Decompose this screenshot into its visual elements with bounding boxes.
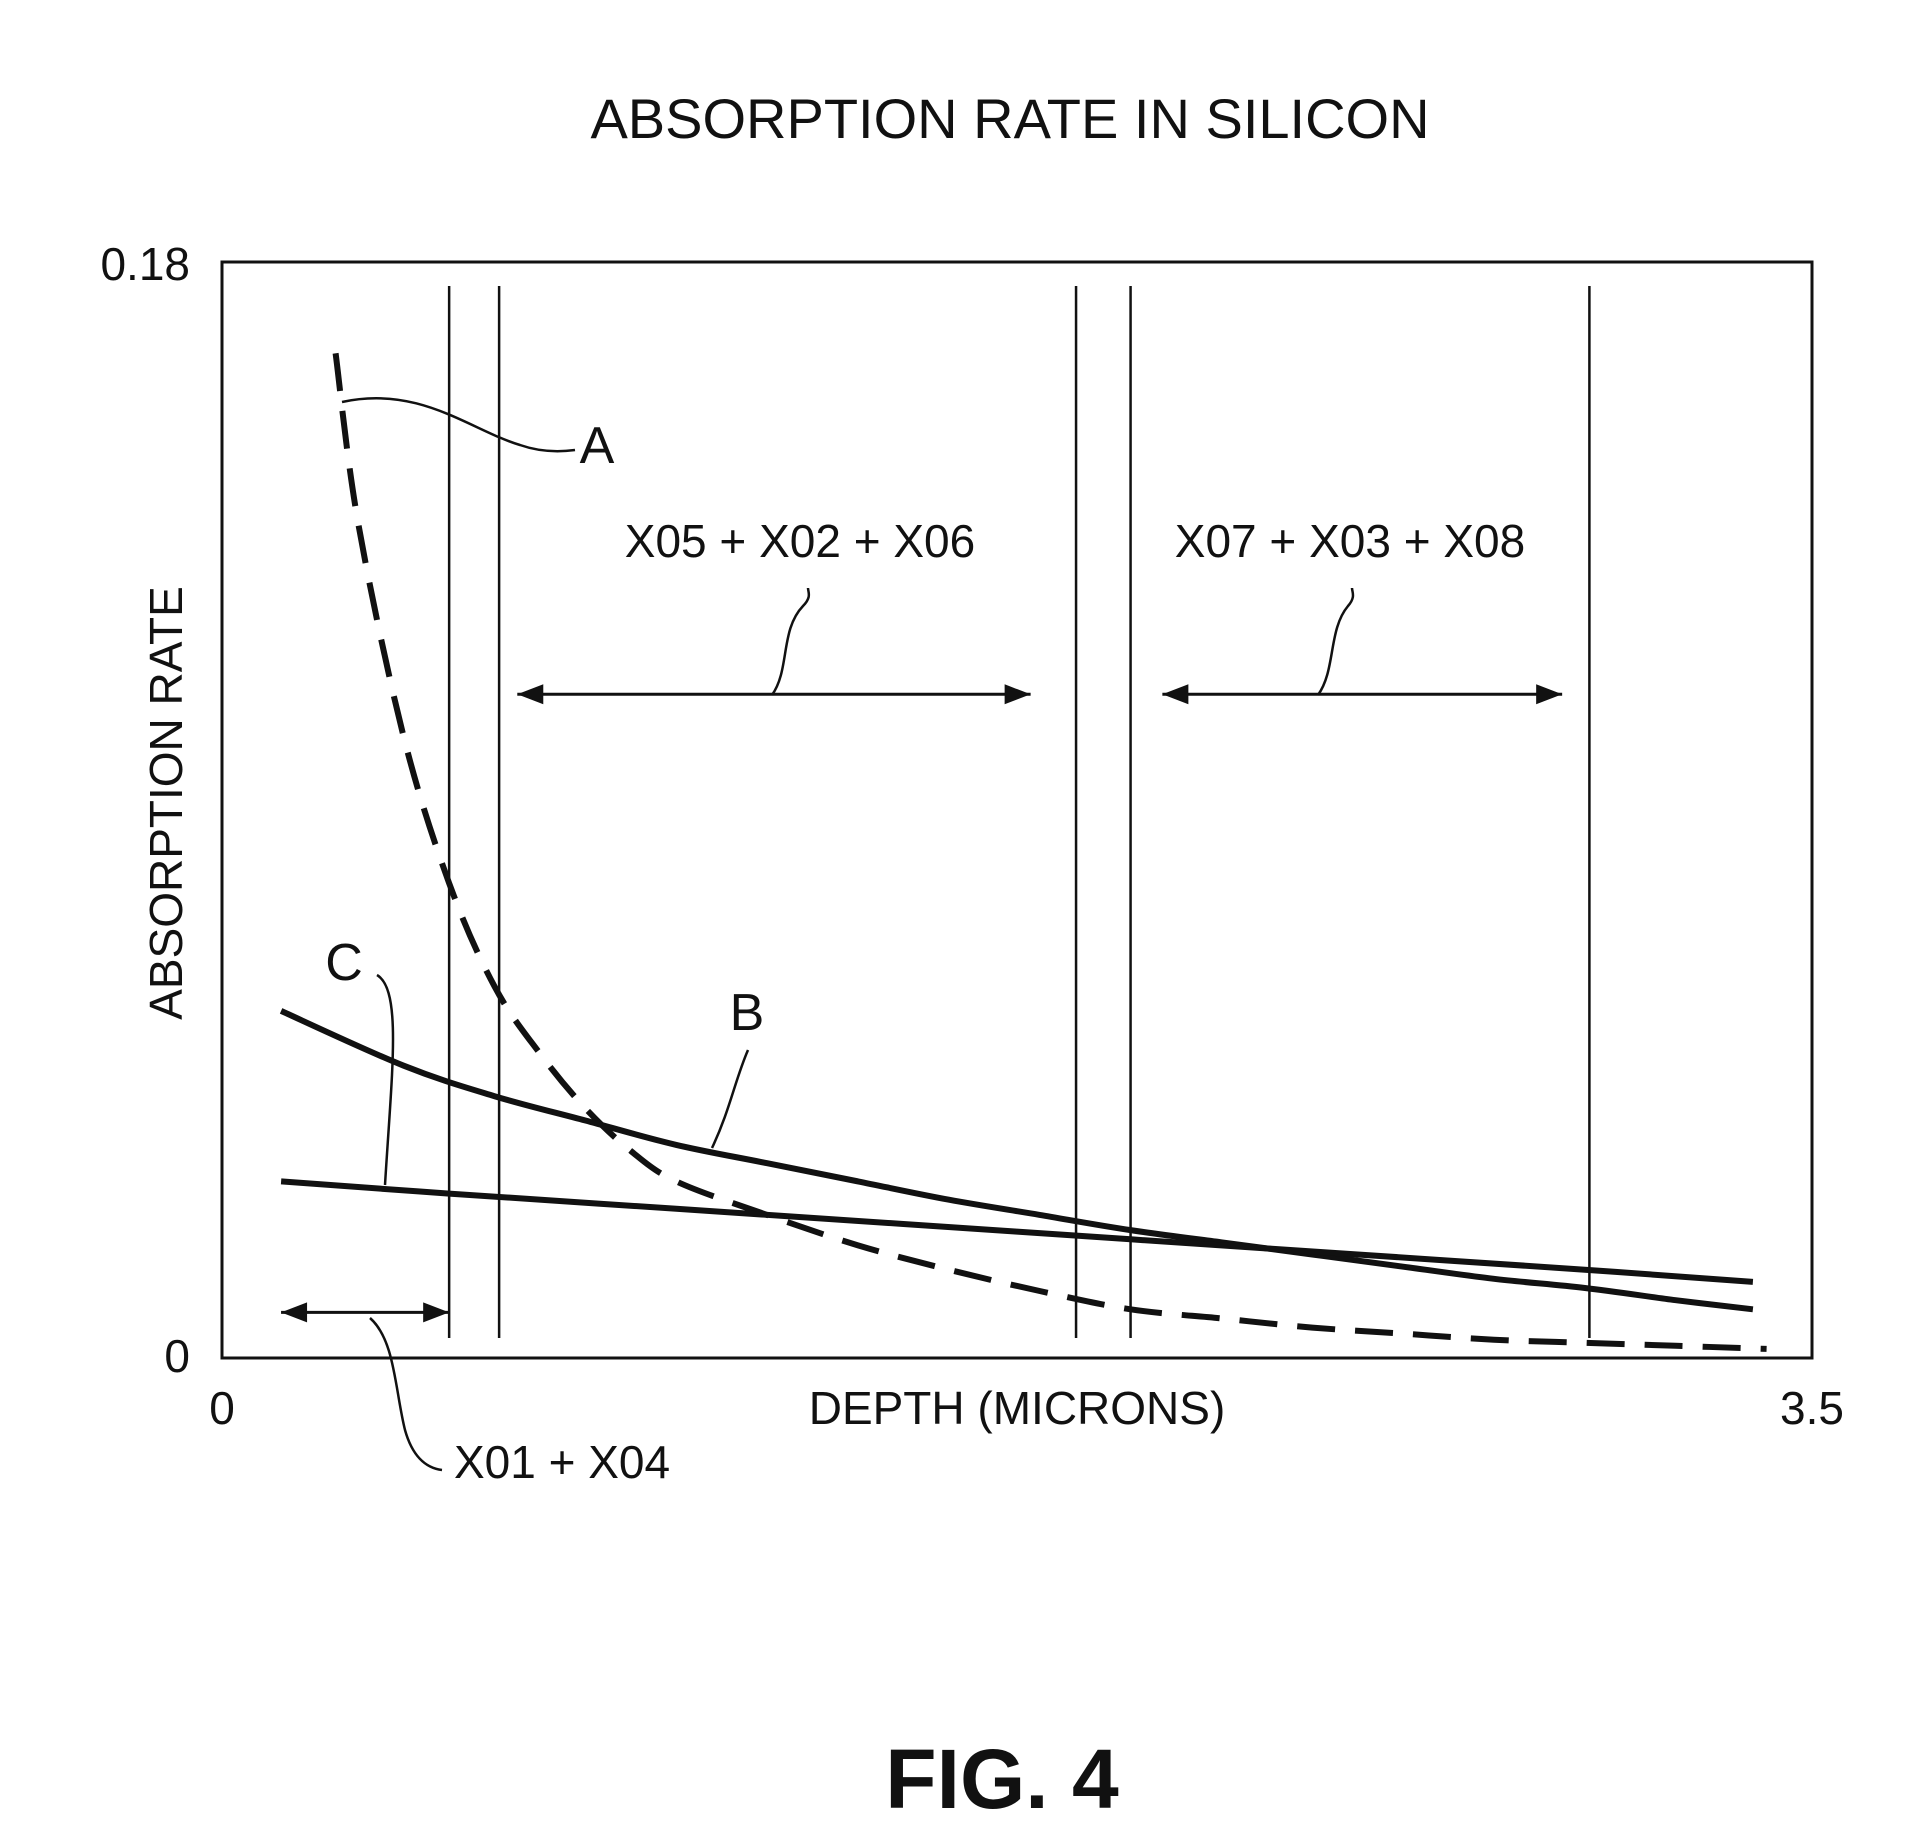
series-group (279, 352, 1767, 1352)
range-annotation-leader-3 (1316, 587, 1355, 696)
range-annotation-label-1: X01 + X04 (454, 1436, 670, 1488)
range-annotation-label-2: X05 + X02 + X06 (625, 515, 975, 567)
range-annotation-label-3: X07 + X03 + X08 (1175, 515, 1525, 567)
range-arrowhead-right-2 (1004, 684, 1031, 705)
plot-area-frame (220, 260, 1814, 1360)
region-boundary-lines (447, 286, 1591, 1338)
series-b-line (279, 1008, 1754, 1313)
series-a-line (332, 352, 1767, 1352)
x-tick-label-min: 0 (209, 1382, 235, 1434)
range-arrowhead-left-3 (1162, 684, 1189, 705)
chart-title: ABSORPTION RATE IN SILICON (590, 87, 1429, 150)
range-annotation-leader-1 (369, 1317, 443, 1472)
range-arrowhead-right-3 (1536, 684, 1563, 705)
range-arrowhead-right-1 (423, 1302, 450, 1323)
x-tick-label-max: 3.5 (1780, 1382, 1844, 1434)
range-arrowhead-left-2 (517, 684, 544, 705)
series-c-leader (376, 973, 395, 1186)
annotation-group: A B C X01 + X04 X05 + X02 + X06 X07 + X03 + X… (281, 397, 1563, 1488)
figure-label: FIG. 4 (885, 1732, 1119, 1826)
range-arrowhead-left-1 (281, 1302, 308, 1323)
series-c-line (280, 1178, 1754, 1285)
y-tick-label-min: 0 (164, 1330, 190, 1382)
series-b-label: B (730, 984, 765, 1042)
series-a-label: A (580, 417, 615, 475)
series-b-leader (710, 1049, 750, 1149)
range-annotation-leader-2 (770, 587, 811, 696)
series-a-leader (341, 397, 576, 453)
x-axis-label: DEPTH (MICRONS) (809, 1382, 1226, 1434)
y-axis-label: ABSORPTION RATE (140, 586, 192, 1020)
y-tick-label-max: 0.18 (100, 238, 190, 290)
series-c-label: C (325, 934, 363, 992)
